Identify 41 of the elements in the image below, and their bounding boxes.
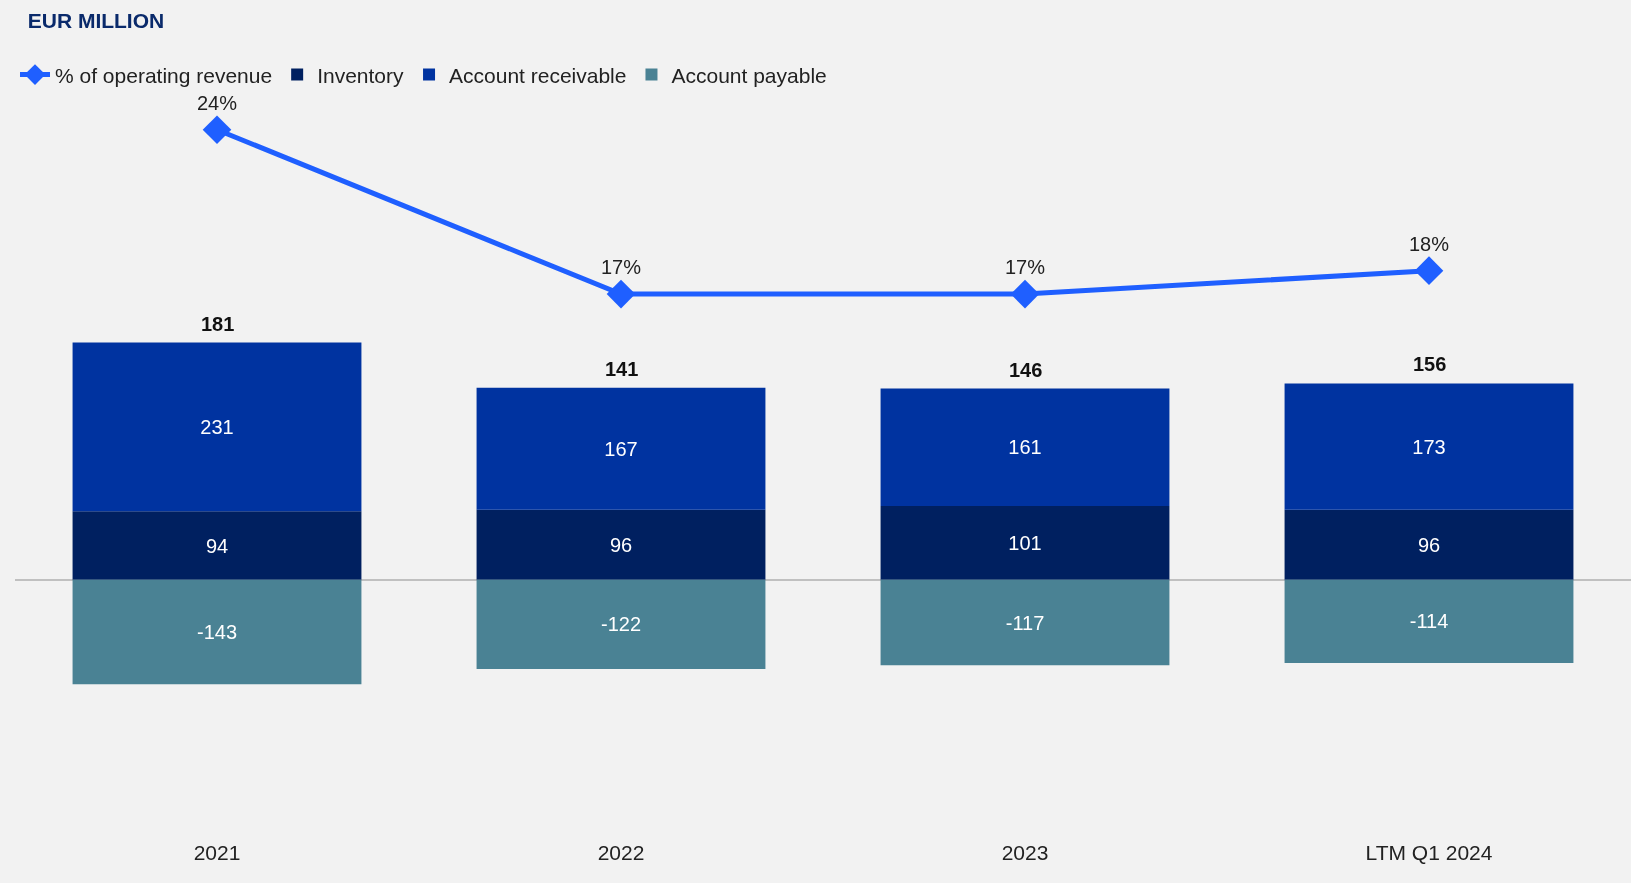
bar xyxy=(476,509,766,580)
x-tick-label: 2021 xyxy=(193,841,241,864)
data-label: -114 xyxy=(1409,610,1449,633)
data-label: -117 xyxy=(1005,611,1045,634)
data-label: -122 xyxy=(600,613,642,636)
data-label: 17% xyxy=(600,256,642,279)
bar xyxy=(72,342,362,512)
legend-label: Inventory xyxy=(317,63,405,87)
data-label: 24% xyxy=(196,91,238,114)
data-label: 17% xyxy=(1004,256,1046,279)
chart-title: EUR MILLION xyxy=(27,8,165,32)
data-label: 173 xyxy=(1412,435,1446,458)
data-label: 101 xyxy=(1008,531,1042,554)
data-label: 96 xyxy=(1417,533,1441,556)
legend-label: % of operating revenue xyxy=(55,63,273,87)
bar xyxy=(1284,383,1574,510)
annotation: 156 xyxy=(1413,353,1447,375)
data-label: 18% xyxy=(1408,232,1450,255)
data-label: -143 xyxy=(196,621,238,644)
annotation: 146 xyxy=(1009,359,1043,381)
legend-label: Account payable xyxy=(671,63,827,87)
bar xyxy=(72,579,362,685)
bar xyxy=(476,579,766,669)
data-label: 96 xyxy=(609,533,633,556)
bar xyxy=(1284,579,1574,664)
bar xyxy=(72,511,362,580)
bar xyxy=(880,388,1170,507)
bar xyxy=(880,579,1170,666)
x-tick-label: 2022 xyxy=(597,841,645,864)
data-label: 161 xyxy=(1008,436,1042,459)
bar xyxy=(476,387,766,510)
data-label: 167 xyxy=(604,437,638,460)
annotation: 141 xyxy=(605,358,639,380)
x-tick-label: LTM Q1 2024 xyxy=(1365,841,1493,864)
data-label: 231 xyxy=(200,415,234,438)
data-label: 94 xyxy=(205,534,229,557)
bar xyxy=(1284,509,1574,580)
legend-label: Account receivable xyxy=(449,63,627,87)
annotation: 181 xyxy=(201,313,235,335)
bar xyxy=(880,506,1170,580)
x-tick-label: 2023 xyxy=(1001,841,1049,864)
